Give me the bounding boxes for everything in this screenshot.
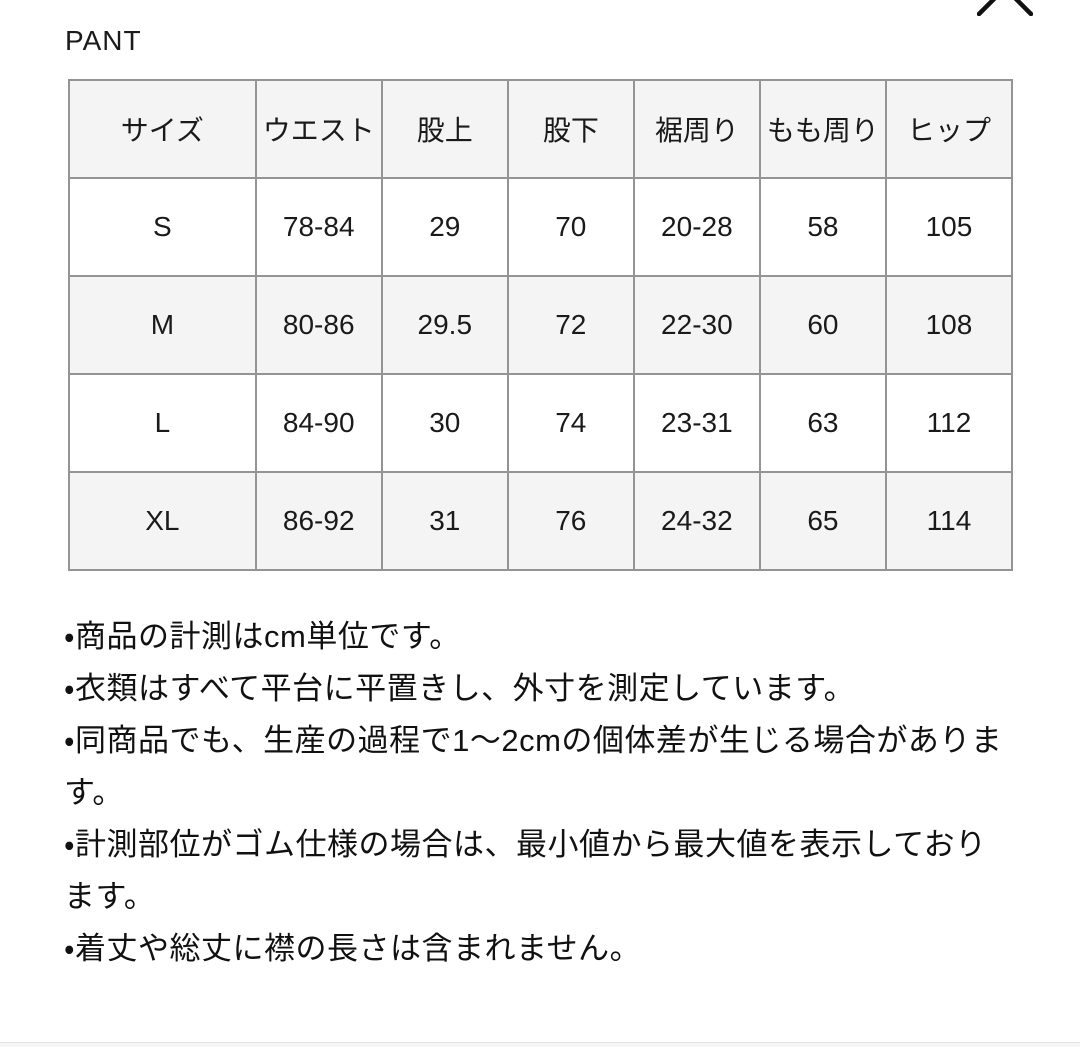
size-table-cell: 22-30 xyxy=(632,275,761,375)
size-table-cell: 74 xyxy=(506,373,635,473)
close-button[interactable] xyxy=(977,0,1033,16)
page-title: PANT xyxy=(65,25,142,56)
size-table-cell: 70 xyxy=(506,177,635,277)
size-table-cell: 29 xyxy=(380,177,509,277)
size-table-cell: 58 xyxy=(758,177,887,277)
size-table-header-thigh: もも周り xyxy=(758,79,887,179)
note-item: ・衣類はすべて平台に平置きし、外寸を測定しています。 xyxy=(64,671,856,706)
note-item: ・同商品でも、生産の過程で1〜2cmの個体差が生じる場合があります。 xyxy=(64,723,1003,810)
size-table-cell: 24-32 xyxy=(632,471,761,571)
close-icon xyxy=(977,0,1033,16)
size-table-cell: 80-86 xyxy=(254,275,383,375)
note-item: ・計測部位がゴム仕様の場合は、最小値から最大値を表示しております。 xyxy=(64,827,987,914)
size-table: サイズ ウエスト 股上 股下 裾周り もも周り ヒップ S 78-84 29 7… xyxy=(68,79,1014,571)
measurement-notes: ・商品の計測はcm単位です。 ・衣類はすべて平台に平置きし、外寸を測定しています… xyxy=(64,611,1016,975)
size-table-cell: 31 xyxy=(380,471,509,571)
size-table-cell: XL xyxy=(68,471,257,571)
size-table-cell: 23-31 xyxy=(632,373,761,473)
size-table-row-l: L 84-90 30 74 23-31 63 112 xyxy=(68,373,1014,473)
size-table-cell: 112 xyxy=(884,373,1014,473)
size-table-cell: 20-28 xyxy=(632,177,761,277)
size-table-row-xl: XL 86-92 31 76 24-32 65 114 xyxy=(68,471,1014,571)
note-item: ・着丈や総丈に襟の長さは含まれません。 xyxy=(64,931,642,966)
size-table-cell: M xyxy=(68,275,257,375)
size-table-cell: 72 xyxy=(506,275,635,375)
bottom-section-divider xyxy=(0,1042,1080,1047)
size-table-row-s: S 78-84 29 70 20-28 58 105 xyxy=(68,177,1014,277)
size-table-cell: 78-84 xyxy=(254,177,383,277)
size-table-cell: S xyxy=(68,177,257,277)
size-table-cell: L xyxy=(68,373,257,473)
size-table-header-waist: ウエスト xyxy=(254,79,383,179)
size-table-cell: 108 xyxy=(884,275,1014,375)
size-table-cell: 86-92 xyxy=(254,471,383,571)
size-table-cell: 84-90 xyxy=(254,373,383,473)
size-table-header-hem: 裾周り xyxy=(632,79,761,179)
size-table-cell: 29.5 xyxy=(380,275,509,375)
size-table-header-row: サイズ ウエスト 股上 股下 裾周り もも周り ヒップ xyxy=(68,79,1014,179)
note-item: ・商品の計測はcm単位です。 xyxy=(64,619,461,654)
size-table-header-inseam: 股下 xyxy=(506,79,635,179)
size-table-cell: 76 xyxy=(506,471,635,571)
size-table-cell: 60 xyxy=(758,275,887,375)
size-table-header-hip: ヒップ xyxy=(884,79,1014,179)
size-table-header-rise: 股上 xyxy=(380,79,509,179)
size-table-cell: 65 xyxy=(758,471,887,571)
size-table-row-m: M 80-86 29.5 72 22-30 60 108 xyxy=(68,275,1014,375)
size-table-cell: 63 xyxy=(758,373,887,473)
size-table-cell: 30 xyxy=(380,373,509,473)
size-table-cell: 105 xyxy=(884,177,1014,277)
size-table-cell: 114 xyxy=(884,471,1014,571)
size-table-header-size: サイズ xyxy=(68,79,257,179)
